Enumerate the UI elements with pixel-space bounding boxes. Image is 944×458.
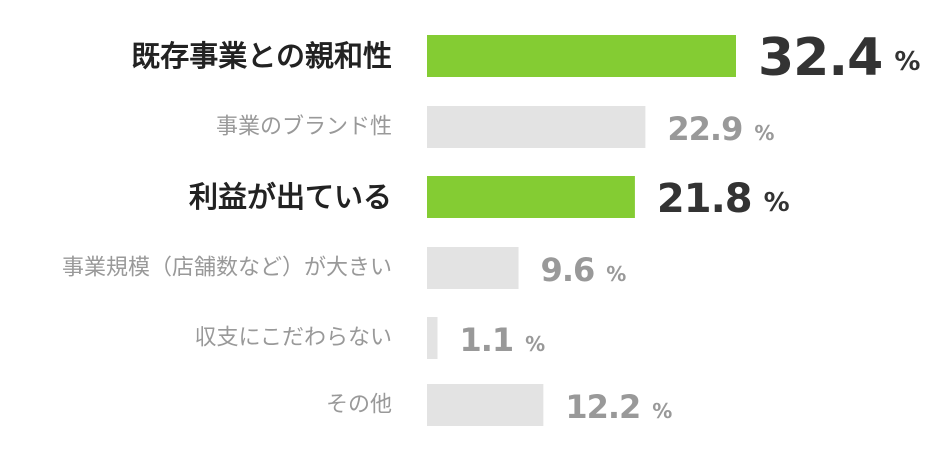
category-label: 事業規模（店舗数など）が大きい xyxy=(62,256,392,281)
bar xyxy=(427,35,736,77)
category-label: 事業のブランド性 xyxy=(216,115,392,140)
category-label: 利益が出ている xyxy=(189,180,392,214)
unit-label: % xyxy=(894,47,920,77)
value-label: 21.8 xyxy=(657,176,752,222)
bar xyxy=(427,176,635,218)
unit-label: % xyxy=(525,332,545,356)
unit-label: % xyxy=(652,399,672,423)
value-label: 32.4 xyxy=(758,28,882,88)
bar xyxy=(427,384,544,426)
category-label: 収支にこだわらない xyxy=(194,326,392,351)
value-label: 12.2 xyxy=(565,388,640,426)
bar xyxy=(427,317,438,359)
value-label: 1.1 xyxy=(459,321,513,359)
category-label: 既存事業との親和性 xyxy=(131,39,392,73)
bar xyxy=(427,247,519,289)
unit-label: % xyxy=(754,121,774,145)
unit-label: % xyxy=(764,188,790,218)
value-label: 9.6 xyxy=(541,251,595,289)
bar xyxy=(427,106,646,148)
value-label: 22.9 xyxy=(667,110,742,148)
unit-label: % xyxy=(606,262,626,286)
category-label: その他 xyxy=(326,393,392,418)
